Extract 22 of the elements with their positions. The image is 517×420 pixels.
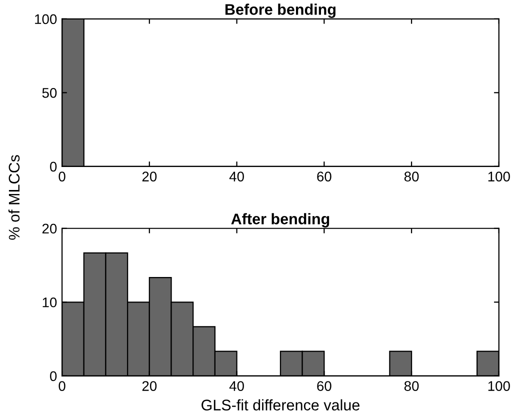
y-axis-title: % of MLCCs	[8, 155, 20, 240]
x-tick-label: 80	[404, 172, 419, 182]
x-tick-label: 0	[58, 172, 66, 182]
chart-title: After bending	[231, 213, 330, 228]
x-tick-label: 60	[317, 172, 332, 182]
chart-title: Before bending	[225, 4, 336, 18]
x-tick-label: 40	[229, 172, 244, 182]
x-tick-label: 40	[229, 381, 244, 391]
x-tick-label: 100	[488, 381, 510, 391]
x-tick-label: 100	[488, 172, 510, 182]
x-axis-title: GLS-fit difference value	[202, 399, 360, 410]
x-tick-label: 0	[58, 381, 66, 391]
y-tick-label: 0	[50, 371, 57, 382]
x-tick-label: 20	[142, 381, 157, 391]
y-tick-label: 20	[42, 224, 57, 234]
y-tick-label: 100	[35, 14, 57, 24]
y-tick-label: 10	[42, 297, 57, 308]
x-tick-label: 20	[142, 172, 157, 182]
x-tick-label: 60	[317, 381, 332, 391]
y-tick-label: 50	[42, 88, 57, 98]
x-tick-label: 80	[404, 381, 419, 391]
y-tick-label: 0	[50, 162, 57, 172]
